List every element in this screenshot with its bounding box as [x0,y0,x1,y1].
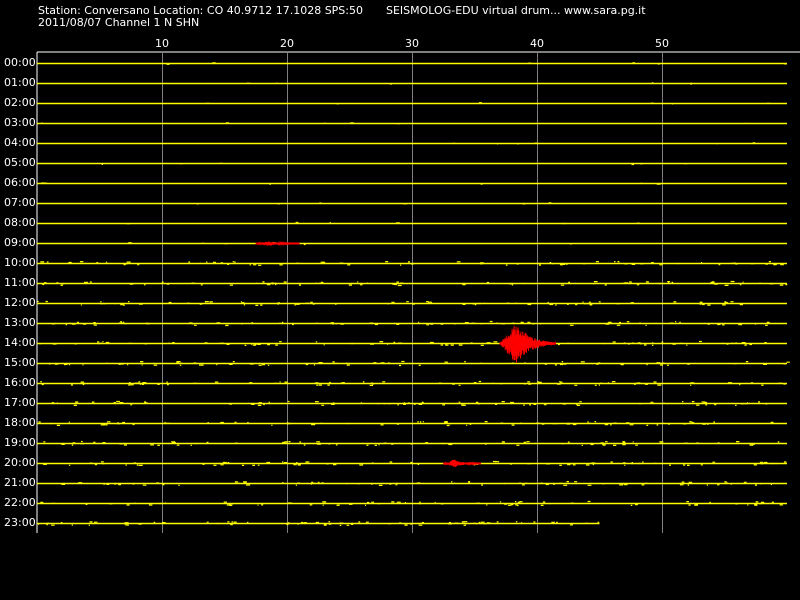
hour-label: 12:00 [4,296,36,309]
trace-noise [452,142,756,145]
trace-noise [101,162,687,166]
hour-label: 14:00 [4,336,36,349]
trace-noise [51,320,770,327]
trace-noise [42,280,788,287]
trace-noise [41,122,747,125]
hour-label: 03:00 [4,116,36,129]
hour-label: 10:00 [4,256,36,269]
hour-label: 11:00 [4,276,36,289]
hour-label: 21:00 [4,476,36,489]
trace-noise [40,261,784,266]
trace-noise [61,481,772,486]
trace-noise [196,202,552,205]
trace-noise [166,62,787,65]
minute-tick-label: 50 [655,37,669,50]
minute-tick-label: 30 [405,37,419,50]
minute-tick-label: 10 [155,37,169,50]
hour-label: 15:00 [4,356,36,369]
trace-noise [39,340,767,346]
hour-label: 18:00 [4,416,36,429]
trace-noise [40,380,786,386]
hour-label: 04:00 [4,136,36,149]
hour-label: 13:00 [4,316,36,329]
trace-noise [41,182,661,185]
station-info-text: Station: Conversano Location: CO 40.9712… [38,4,363,17]
date-channel-text: 2011/08/07 Channel 1 N SHN [38,16,200,29]
trace-noise [206,102,770,105]
minute-tick-label: 20 [280,37,294,50]
hour-label: 17:00 [4,396,36,409]
trace-noise [126,221,640,225]
hour-label: 00:00 [4,56,36,69]
trace-noise [43,460,787,466]
trace-noise [43,440,787,446]
hour-label: 23:00 [4,516,36,529]
hour-label: 20:00 [4,456,36,469]
hour-label: 16:00 [4,376,36,389]
hour-label: 19:00 [4,436,36,449]
trace-noise [51,400,768,406]
hour-label: 08:00 [4,216,36,229]
credit-text: SEISMOLOG-EDU virtual drum... www.sara.p… [386,4,646,17]
hour-label: 06:00 [4,176,36,189]
trace-noise [49,360,790,367]
hour-label: 07:00 [4,196,36,209]
trace-noise [38,421,774,427]
trace-noise [37,300,743,306]
trace-noise [40,500,783,507]
trace-noise [246,82,693,85]
hour-label: 09:00 [4,236,36,249]
hour-label: 22:00 [4,496,36,509]
trace-noise [38,521,600,526]
hour-label: 05:00 [4,156,36,169]
hour-label: 01:00 [4,76,36,89]
minute-tick-label: 40 [530,37,544,50]
hour-label: 02:00 [4,96,36,109]
